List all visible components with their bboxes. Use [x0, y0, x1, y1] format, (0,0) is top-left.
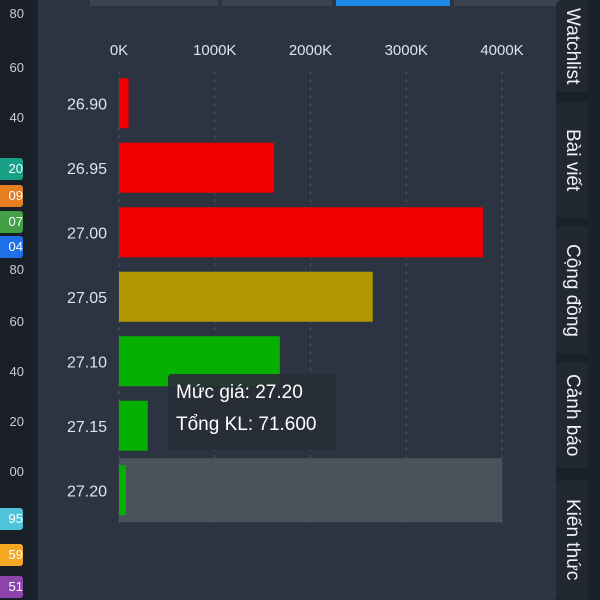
volume-bar [119, 207, 483, 258]
tab-active[interactable] [336, 0, 450, 6]
right-tab-label: Watchlist [562, 7, 583, 85]
x-tick-label: 0K [110, 42, 128, 59]
left-price-label: 80 [9, 6, 24, 21]
volume-bar [119, 400, 148, 451]
left-price-label: 80 [9, 262, 24, 277]
left-price-label: 40 [9, 110, 24, 125]
left-price-label: 00 [9, 464, 24, 479]
price-level-label: 27.10 [67, 354, 107, 371]
left-price-badge: 04 [0, 236, 23, 258]
x-tick-label: 1000K [193, 42, 236, 59]
right-tab-label: Cộng đồng [562, 243, 583, 337]
left-price-badge: 07 [0, 211, 23, 233]
tooltip-volume: Tổng KL: 71.600 [176, 414, 317, 435]
left-price-badge: 95 [0, 508, 23, 530]
volume-bar [119, 78, 129, 129]
left-price-label: 60 [9, 60, 24, 75]
right-tab-label: Cảnh báo [562, 373, 583, 457]
left-price-label: 40 [9, 364, 24, 379]
right-tab[interactable]: Kiến thức [556, 480, 588, 600]
x-tick-label: 4000K [480, 42, 523, 59]
right-tab-label: Bài viết [562, 128, 583, 192]
left-price-label: 20 [9, 414, 24, 429]
volume-bar [119, 142, 275, 193]
right-tab[interactable]: Watchlist [556, 0, 588, 92]
left-price-badge: 59 [0, 544, 23, 566]
chart-tooltip: Mức giá: 27.20 Tổng KL: 71.600 [168, 374, 336, 450]
left-price-badge: 09 [0, 185, 23, 207]
price-level-label: 26.90 [67, 96, 107, 113]
volume-bar [119, 271, 373, 322]
left-price-badge: 51 [0, 576, 23, 598]
right-tab-label: Kiến thức [562, 499, 583, 581]
tab-1[interactable] [90, 0, 218, 6]
right-tab[interactable]: Cộng đồng [556, 226, 588, 354]
price-level-label: 26.95 [67, 161, 107, 178]
price-level-label: 27.15 [67, 419, 107, 436]
price-level-label: 27.00 [67, 225, 107, 242]
tooltip-price: Mức giá: 27.20 [176, 382, 303, 403]
tab-2[interactable] [222, 0, 332, 6]
panel-tabs [90, 0, 578, 6]
x-tick-label: 3000K [385, 42, 428, 59]
price-level-label: 27.20 [67, 483, 107, 500]
price-level-label: 27.05 [67, 290, 107, 307]
highlight-band [119, 458, 502, 523]
x-tick-label: 2000K [289, 42, 332, 59]
tab-4[interactable] [454, 0, 578, 6]
right-tab[interactable]: Cảnh báo [556, 362, 588, 468]
volume-bar [119, 465, 126, 516]
left-price-strip: 80 60 40 80 60 40 20 00 20 09 07 04 95 59 51 [0, 0, 24, 600]
right-tab[interactable]: Bài viết [556, 102, 588, 218]
left-price-label: 60 [9, 314, 24, 329]
left-price-badge: 20 [0, 158, 23, 180]
